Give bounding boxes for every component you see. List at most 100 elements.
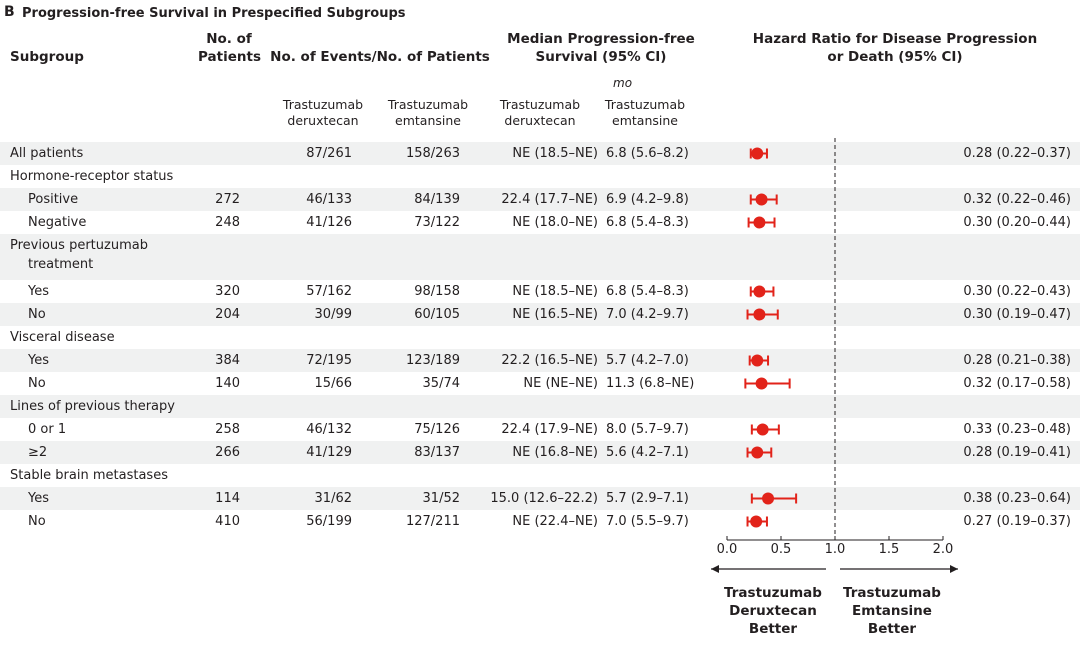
median-deruxtecan: 22.4 (17.7–NE) bbox=[501, 192, 598, 207]
hazard-ratio-point bbox=[755, 193, 768, 206]
x-tick-label: 0.0 bbox=[716, 542, 738, 557]
median-emtansine: 5.7 (4.2–7.0) bbox=[606, 353, 689, 368]
events-emtansine: 31/52 bbox=[422, 491, 460, 506]
events-emtansine: 123/189 bbox=[405, 353, 460, 368]
subgroup-heading: Stable brain metastases bbox=[10, 468, 168, 483]
median-deruxtecan: NE (16.8–NE) bbox=[512, 445, 598, 460]
subhead-line: Trastuzumab bbox=[282, 97, 364, 112]
events-deruxtecan: 41/126 bbox=[306, 215, 352, 230]
hazard-ratio-point bbox=[751, 354, 764, 367]
subgroup-label: Positive bbox=[28, 192, 79, 207]
median-emtansine: 6.9 (4.2–9.8) bbox=[606, 192, 689, 207]
header-hazard-ratio: Hazard Ratio for Disease Progression or … bbox=[745, 30, 1045, 66]
median-emtansine: 7.0 (5.5–9.7) bbox=[606, 514, 689, 529]
subhead-line: deruxtecan bbox=[287, 113, 359, 128]
header-median: Median Progression-free Survival (95% CI… bbox=[493, 30, 709, 66]
median-deruxtecan: NE (18.0–NE) bbox=[512, 215, 598, 230]
row-band bbox=[0, 395, 1080, 418]
subhead-events-emtansine: Trastuzumab emtansine bbox=[383, 97, 473, 129]
hazard-ratio-text: 0.27 (0.19–0.37) bbox=[963, 514, 1071, 529]
row-band bbox=[0, 188, 1080, 211]
median-deruxtecan: NE (NE–NE) bbox=[523, 376, 598, 391]
subgroup-label: Negative bbox=[28, 215, 87, 230]
events-emtansine: 127/211 bbox=[405, 514, 460, 529]
row-band bbox=[0, 234, 1080, 280]
events-deruxtecan: 46/133 bbox=[306, 192, 352, 207]
hazard-ratio-point bbox=[756, 423, 769, 436]
median-deruxtecan: 15.0 (12.6–22.2) bbox=[490, 491, 598, 506]
median-emtansine: 6.8 (5.4–8.3) bbox=[606, 284, 689, 299]
subhead-line: emtansine bbox=[612, 113, 678, 128]
hazard-ratio-point bbox=[751, 446, 764, 459]
arrow-right-head bbox=[950, 565, 958, 573]
header-events: No. of Events/No. of Patients bbox=[270, 49, 490, 65]
hazard-ratio-point bbox=[755, 377, 768, 390]
events-deruxtecan: 15/66 bbox=[314, 376, 352, 391]
hazard-ratio-text: 0.30 (0.19–0.47) bbox=[963, 307, 1071, 322]
header-patients-line1: No. of bbox=[206, 31, 252, 47]
row-band bbox=[0, 441, 1080, 464]
subgroup-label: Yes bbox=[28, 491, 49, 506]
patients-count: 258 bbox=[215, 422, 240, 437]
median-emtansine: 5.7 (2.9–7.1) bbox=[606, 491, 689, 506]
subgroup-heading: Visceral disease bbox=[10, 330, 115, 345]
hazard-ratio-point bbox=[753, 216, 766, 229]
events-emtansine: 35/74 bbox=[422, 376, 460, 391]
events-emtansine: 83/137 bbox=[414, 445, 460, 460]
patients-count: 320 bbox=[215, 284, 240, 299]
median-deruxtecan: 22.4 (17.9–NE) bbox=[501, 422, 598, 437]
subgroup-label: No bbox=[28, 307, 46, 322]
subhead-median-emtansine: Trastuzumab emtansine bbox=[600, 97, 690, 129]
median-emtansine: 11.3 (6.8–NE) bbox=[606, 376, 695, 391]
arrow-left-head bbox=[711, 565, 719, 573]
arrow-label-line: Emtansine bbox=[852, 603, 932, 619]
arrow-label-line: Trastuzumab bbox=[724, 585, 822, 601]
hazard-ratio-point bbox=[753, 308, 766, 321]
hazard-ratio-text: 0.28 (0.22–0.37) bbox=[963, 146, 1071, 161]
hazard-ratio-text: 0.30 (0.20–0.44) bbox=[963, 215, 1071, 230]
subgroup-label: Yes bbox=[28, 353, 49, 368]
events-deruxtecan: 72/195 bbox=[306, 353, 352, 368]
median-emtansine: 5.6 (4.2–7.1) bbox=[606, 445, 689, 460]
median-deruxtecan: NE (18.5–NE) bbox=[512, 146, 598, 161]
median-emtansine: 8.0 (5.7–9.7) bbox=[606, 422, 689, 437]
events-deruxtecan: 31/62 bbox=[314, 491, 352, 506]
arrow-label-line: Deruxtecan bbox=[729, 603, 817, 619]
row-band bbox=[0, 303, 1080, 326]
header-median-line2: Survival (95% CI) bbox=[535, 49, 667, 65]
subhead-line: Trastuzumab bbox=[499, 97, 581, 112]
row-band bbox=[0, 142, 1080, 165]
subhead-line: emtansine bbox=[395, 113, 461, 128]
events-deruxtecan: 56/199 bbox=[306, 514, 352, 529]
hazard-ratio-text: 0.30 (0.22–0.43) bbox=[963, 284, 1071, 299]
subgroup-heading: Lines of previous therapy bbox=[10, 399, 175, 414]
hazard-ratio-point bbox=[750, 515, 763, 528]
header-subgroup: Subgroup bbox=[10, 49, 84, 65]
hazard-ratio-point bbox=[753, 285, 766, 298]
hazard-ratio-text: 0.38 (0.23–0.64) bbox=[963, 491, 1071, 506]
header-patients: No. of Patients bbox=[198, 30, 261, 66]
header-patients-line2: Patients bbox=[198, 49, 261, 65]
subhead-line: deruxtecan bbox=[504, 113, 576, 128]
events-emtansine: 60/105 bbox=[414, 307, 460, 322]
patients-count: 248 bbox=[215, 215, 240, 230]
x-tick-label: 0.5 bbox=[770, 542, 792, 557]
patients-count: 384 bbox=[215, 353, 240, 368]
subhead-line: Trastuzumab bbox=[604, 97, 686, 112]
hazard-ratio-text: 0.28 (0.21–0.38) bbox=[963, 353, 1071, 368]
patients-count: 266 bbox=[215, 445, 240, 460]
label-emtansine-better: Trastuzumab Emtansine Better bbox=[842, 584, 942, 638]
median-deruxtecan: NE (22.4–NE) bbox=[512, 514, 598, 529]
median-emtansine: 7.0 (4.2–9.7) bbox=[606, 307, 689, 322]
hazard-ratio-text: 0.32 (0.17–0.58) bbox=[963, 376, 1071, 391]
patients-count: 140 bbox=[215, 376, 240, 391]
x-tick-label: 1.5 bbox=[878, 542, 900, 557]
arrow-label-line: Better bbox=[867, 621, 917, 637]
row-band bbox=[0, 487, 1080, 510]
header-median-line1: Median Progression-free bbox=[507, 31, 695, 47]
events-deruxtecan: 30/99 bbox=[314, 307, 352, 322]
subhead-median-deruxtecan: Trastuzumab deruxtecan bbox=[493, 97, 587, 129]
patients-count: 410 bbox=[215, 514, 240, 529]
events-deruxtecan: 57/162 bbox=[306, 284, 352, 299]
